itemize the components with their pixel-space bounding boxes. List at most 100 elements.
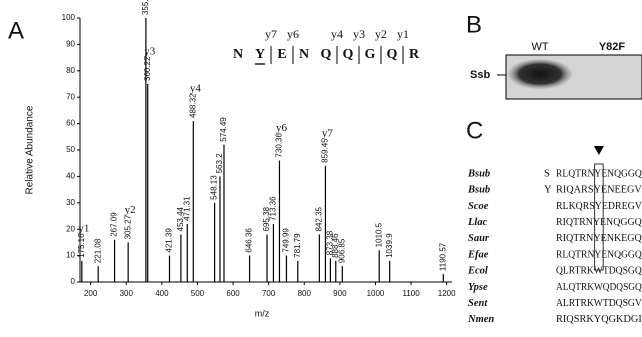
y-tick-label: 50 (66, 145, 75, 154)
residue: R (409, 47, 420, 62)
species: Efae (467, 249, 489, 260)
row-label: Ssb (470, 69, 490, 81)
y-tick-label: 0 (71, 277, 76, 286)
species: Nmen (467, 314, 494, 325)
peak-label: 1190.57 (438, 242, 447, 271)
peak-label: 305.27 (123, 214, 132, 239)
residue: Y (255, 47, 265, 62)
species: Llac (467, 217, 488, 228)
blot-band (508, 59, 572, 89)
fragment-label: y3 (353, 27, 365, 41)
lane-label: Y82F (599, 41, 626, 53)
species: Ypse (468, 282, 488, 293)
peak-label: 749.99 (282, 228, 291, 253)
sequence: RIQTRNYENKEGQ (556, 233, 642, 244)
panel-label: C (466, 117, 483, 144)
sequence: RLQTRNYENQGGQ (556, 168, 642, 179)
panel-label: A (8, 17, 24, 44)
x-tick-label: 800 (298, 289, 312, 298)
residue: N (233, 47, 243, 62)
sequence: QLRTRKWTDQSGQ (556, 266, 642, 277)
y-tick-label: 80 (66, 66, 75, 75)
figure: A Relative Abundance m/z 0 10 20 30 40 50 60 70… (0, 0, 642, 337)
y-tick-label: 70 (66, 92, 75, 101)
residue: Q (321, 47, 332, 62)
fragment-label: y6 (287, 27, 299, 41)
marker (594, 146, 604, 155)
peak-label: 730.36 (275, 133, 284, 158)
species: Bsub (467, 168, 490, 179)
fragment-label: y7 (265, 27, 277, 41)
sequence: RLQTRNYENQGGQ (556, 249, 642, 260)
x-tick-label: 700 (262, 289, 276, 298)
y-tick-label: 100 (62, 13, 76, 22)
species: Sent (468, 298, 488, 309)
peak-label: 1039.9 (385, 233, 394, 258)
x-tick-label: 300 (120, 289, 134, 298)
y-axis-label: Relative Abundance (25, 105, 36, 194)
ion-label: y4 (190, 82, 202, 94)
peak-label: 221.08 (93, 238, 102, 263)
ion-label: y6 (276, 122, 288, 134)
residue: E (277, 47, 286, 62)
sequence: RLKQRSYEDREGV (556, 201, 642, 212)
fragment-label: y4 (331, 27, 343, 41)
sequence: ALQTRKWQDQSGQ (556, 282, 642, 293)
species: Scoe (468, 201, 489, 212)
fragment-label: y1 (397, 27, 409, 41)
peak-label: 1010.5 (374, 222, 383, 247)
peak-label: 781.79 (293, 233, 302, 258)
ion-label: y1 (78, 222, 89, 234)
x-tick-label: 1000 (367, 289, 385, 298)
residue: Q (343, 47, 354, 62)
y-tick-label: 90 (66, 40, 75, 49)
x-tick-label: 1100 (402, 289, 420, 298)
tag: Y (544, 185, 552, 196)
x-axis-label: m/z (255, 308, 270, 318)
sequence: RIQTRNYENQGGQ (556, 217, 642, 228)
x-tick-label: 500 (191, 289, 205, 298)
lane-label: WT (531, 41, 548, 53)
peak-label: 360.22 (143, 56, 152, 81)
peak-label: 175.16 (77, 233, 86, 258)
peak-label: 646.36 (245, 228, 254, 253)
x-tick-label: 600 (226, 289, 240, 298)
x-tick-label: 1200 (438, 289, 456, 298)
ion-label: y2 (125, 204, 136, 216)
sequence: ALRTRKWTDQSGV (556, 298, 642, 309)
peak-label: 471.31 (182, 196, 191, 221)
panel-label: B (466, 11, 482, 38)
sequence: RIQSRKYQGKDGI (556, 314, 642, 325)
residue: G (365, 47, 376, 62)
fragment-label: y2 (375, 27, 387, 41)
peak-label: 859.45 (321, 138, 330, 163)
y-tick-label: 20 (66, 224, 75, 233)
ion-label: y7 (322, 127, 334, 139)
x-tick-label: 900 (333, 289, 347, 298)
peak-label: 421.39 (165, 228, 174, 253)
residue: N (299, 47, 309, 62)
species: Saur (468, 233, 490, 244)
residue: Q (387, 47, 398, 62)
y-tick-label: 40 (66, 172, 75, 181)
species: Ecol (467, 266, 488, 277)
peak-label: 548.13 (210, 175, 219, 200)
alignment: Bsub S RLQTRNYENQGGQ Bsub Y RIQARSYENEEGV Scoe… (467, 146, 642, 325)
peak-label: 355.13 (141, 0, 150, 15)
x-tick-label: 200 (84, 289, 98, 298)
y-tick-label: 60 (66, 119, 75, 128)
species: Bsub (467, 185, 490, 196)
y-tick-label: 10 (66, 251, 75, 260)
peak-label: 906.85 (337, 238, 346, 263)
y-tick-label: 30 (66, 198, 75, 207)
peak-label: 563.2 (215, 153, 224, 174)
tag: S (544, 168, 550, 179)
peak-label: 488.32 (188, 93, 197, 118)
ion-label: y3 (144, 46, 156, 58)
x-tick-label: 400 (155, 289, 169, 298)
plot: 0 10 20 30 40 50 60 70 80 90 100 200 300 400 500 600 700… (62, 0, 456, 298)
peak-label: 574.49 (219, 117, 228, 142)
peak-label: 713.36 (269, 196, 278, 221)
sequence: RIQARSYENEEGV (556, 185, 642, 196)
peak-label: 842.35 (314, 206, 323, 231)
